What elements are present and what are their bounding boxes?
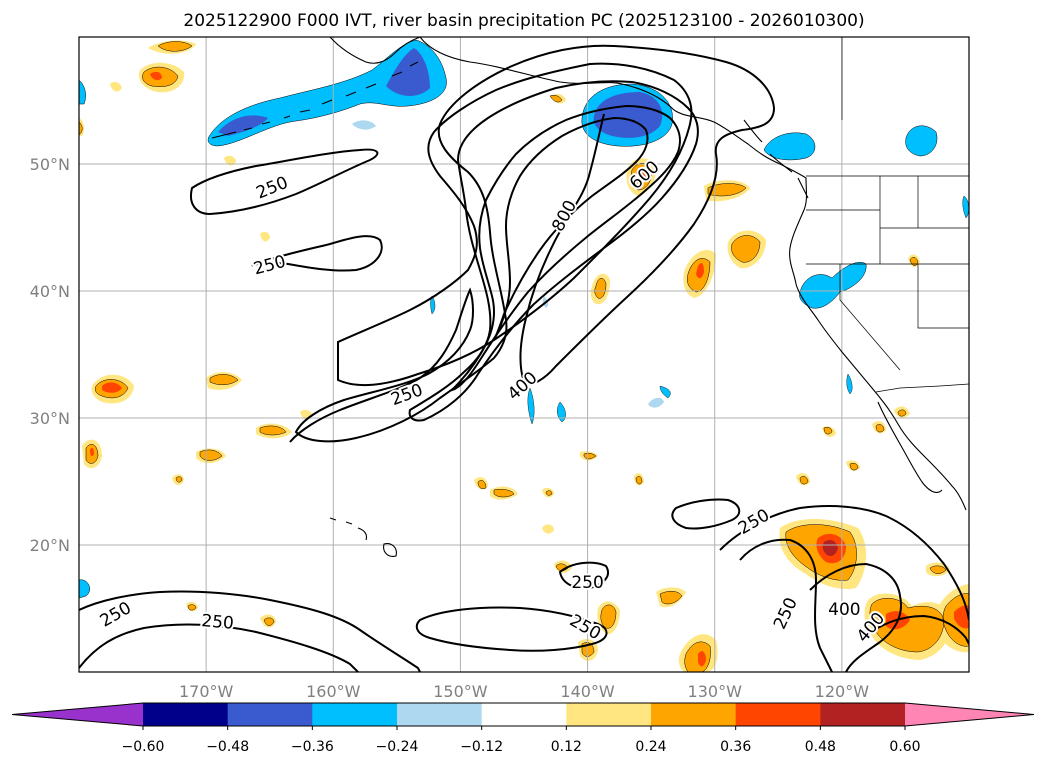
ivt-contour-250-west-mid	[251, 235, 383, 272]
coastlines	[211, 37, 967, 557]
colorbar-tick-label: 0.12	[551, 739, 582, 755]
ivt-contour-250-east-pacific	[671, 498, 741, 530]
colorbar-extend-low	[12, 703, 143, 726]
x-axis: 170°W 160°W 150°W 140°W 130°W 120°W	[179, 682, 869, 701]
y-tick-label: 50°N	[30, 155, 70, 174]
contour-label-250: 250	[571, 573, 603, 593]
colorbar-tick-label: 0.60	[889, 739, 920, 755]
y-tick-label: 30°N	[30, 409, 70, 428]
political-borders	[806, 37, 969, 393]
ivt-contour-600	[448, 104, 681, 392]
x-tick-label: 130°W	[688, 682, 743, 701]
x-tick-label: 170°W	[179, 682, 234, 701]
colorbar-bin	[566, 703, 652, 726]
colorbar-tick-label: −0.60	[122, 739, 165, 755]
chart-title: 2025122900 F000 IVT, river basin precipi…	[183, 11, 864, 31]
bc-islands	[743, 119, 809, 199]
colorbar-bin	[820, 703, 906, 726]
positive-anomaly-maroon	[822, 540, 838, 556]
colorbar-bin	[397, 703, 483, 726]
ivt-contour-250-southwest	[79, 590, 421, 672]
y-tick-label: 40°N	[30, 282, 70, 301]
precip-pc-shading	[79, 39, 969, 672]
colorbar-tick-label: 0.36	[720, 739, 751, 755]
colorbar-bin	[312, 703, 398, 726]
aleutian-chain	[211, 61, 419, 139]
x-tick-label: 160°W	[306, 682, 361, 701]
colorbar-tick-label: 0.24	[635, 739, 666, 755]
colorbar-bin	[735, 703, 821, 726]
colorbar-tick-label: −0.12	[460, 739, 503, 755]
alaska-peninsula	[329, 37, 421, 64]
x-tick-label: 120°W	[815, 682, 870, 701]
state-borders	[806, 176, 969, 371]
ivt-contour-250-loop	[337, 62, 693, 387]
graticule	[79, 37, 969, 672]
colorbar-tick-label: −0.24	[376, 739, 419, 755]
colorbar-tick-label: −0.36	[291, 739, 334, 755]
us-mexico-border	[875, 383, 969, 393]
colorbar: −0.60 −0.48 −0.36 −0.24 −0.12 0.12 0.24 0.36 0.4…	[11, 702, 1035, 755]
negative-anomaly-gulf-alaska-core	[593, 92, 663, 138]
negative-anomaly-bc-coast	[763, 132, 816, 161]
negative-anomaly-idaho	[905, 125, 938, 157]
negative-anomaly-small	[430, 195, 969, 425]
colorbar-tick-label: 0.48	[805, 739, 836, 755]
ivt-contour-250-central-south	[558, 561, 609, 590]
ivt-contour-250-southeast-inner	[739, 538, 833, 672]
colorbar-bin	[143, 703, 229, 726]
baja-coastline	[877, 401, 943, 493]
negative-anomaly-aleutians-core	[218, 48, 430, 136]
contour-label-400: 400	[828, 600, 860, 620]
hawaii-islands	[329, 517, 397, 557]
colorbar-bin	[481, 703, 567, 726]
colorbar-tick-label: −0.48	[206, 739, 249, 755]
colorbar-bin	[651, 703, 737, 726]
colorbar-extend-high	[905, 703, 1034, 726]
positive-anomaly-medium	[79, 41, 969, 672]
y-axis: 50°N 40°N 30°N 20°N	[30, 155, 70, 555]
ivt-contour-400-southeast-2	[859, 614, 969, 645]
ivt-contour-250-west-north	[190, 148, 379, 216]
ivt-contour-250-southeast	[719, 505, 969, 621]
north-america-coastline	[419, 37, 967, 511]
negative-anomaly-california	[799, 262, 867, 309]
x-tick-label: 140°W	[560, 682, 615, 701]
ivt-contour-250-south-loop	[415, 606, 608, 652]
ivt-contour-400	[408, 80, 699, 422]
ivt-contours	[79, 44, 969, 672]
negative-anomaly-aleutians	[207, 39, 447, 147]
colorbar-bin	[227, 703, 313, 726]
ivt-contour-400-southeast	[809, 562, 902, 672]
ivt-contour-250-southwest-2	[79, 623, 359, 672]
contour-label-250: 250	[201, 611, 235, 634]
y-tick-label: 20°N	[30, 536, 70, 555]
negative-anomaly-north-pacific-west	[79, 79, 90, 599]
map-frame	[78, 36, 970, 673]
x-tick-label: 150°W	[433, 682, 488, 701]
ivt-contour-800	[493, 116, 649, 341]
